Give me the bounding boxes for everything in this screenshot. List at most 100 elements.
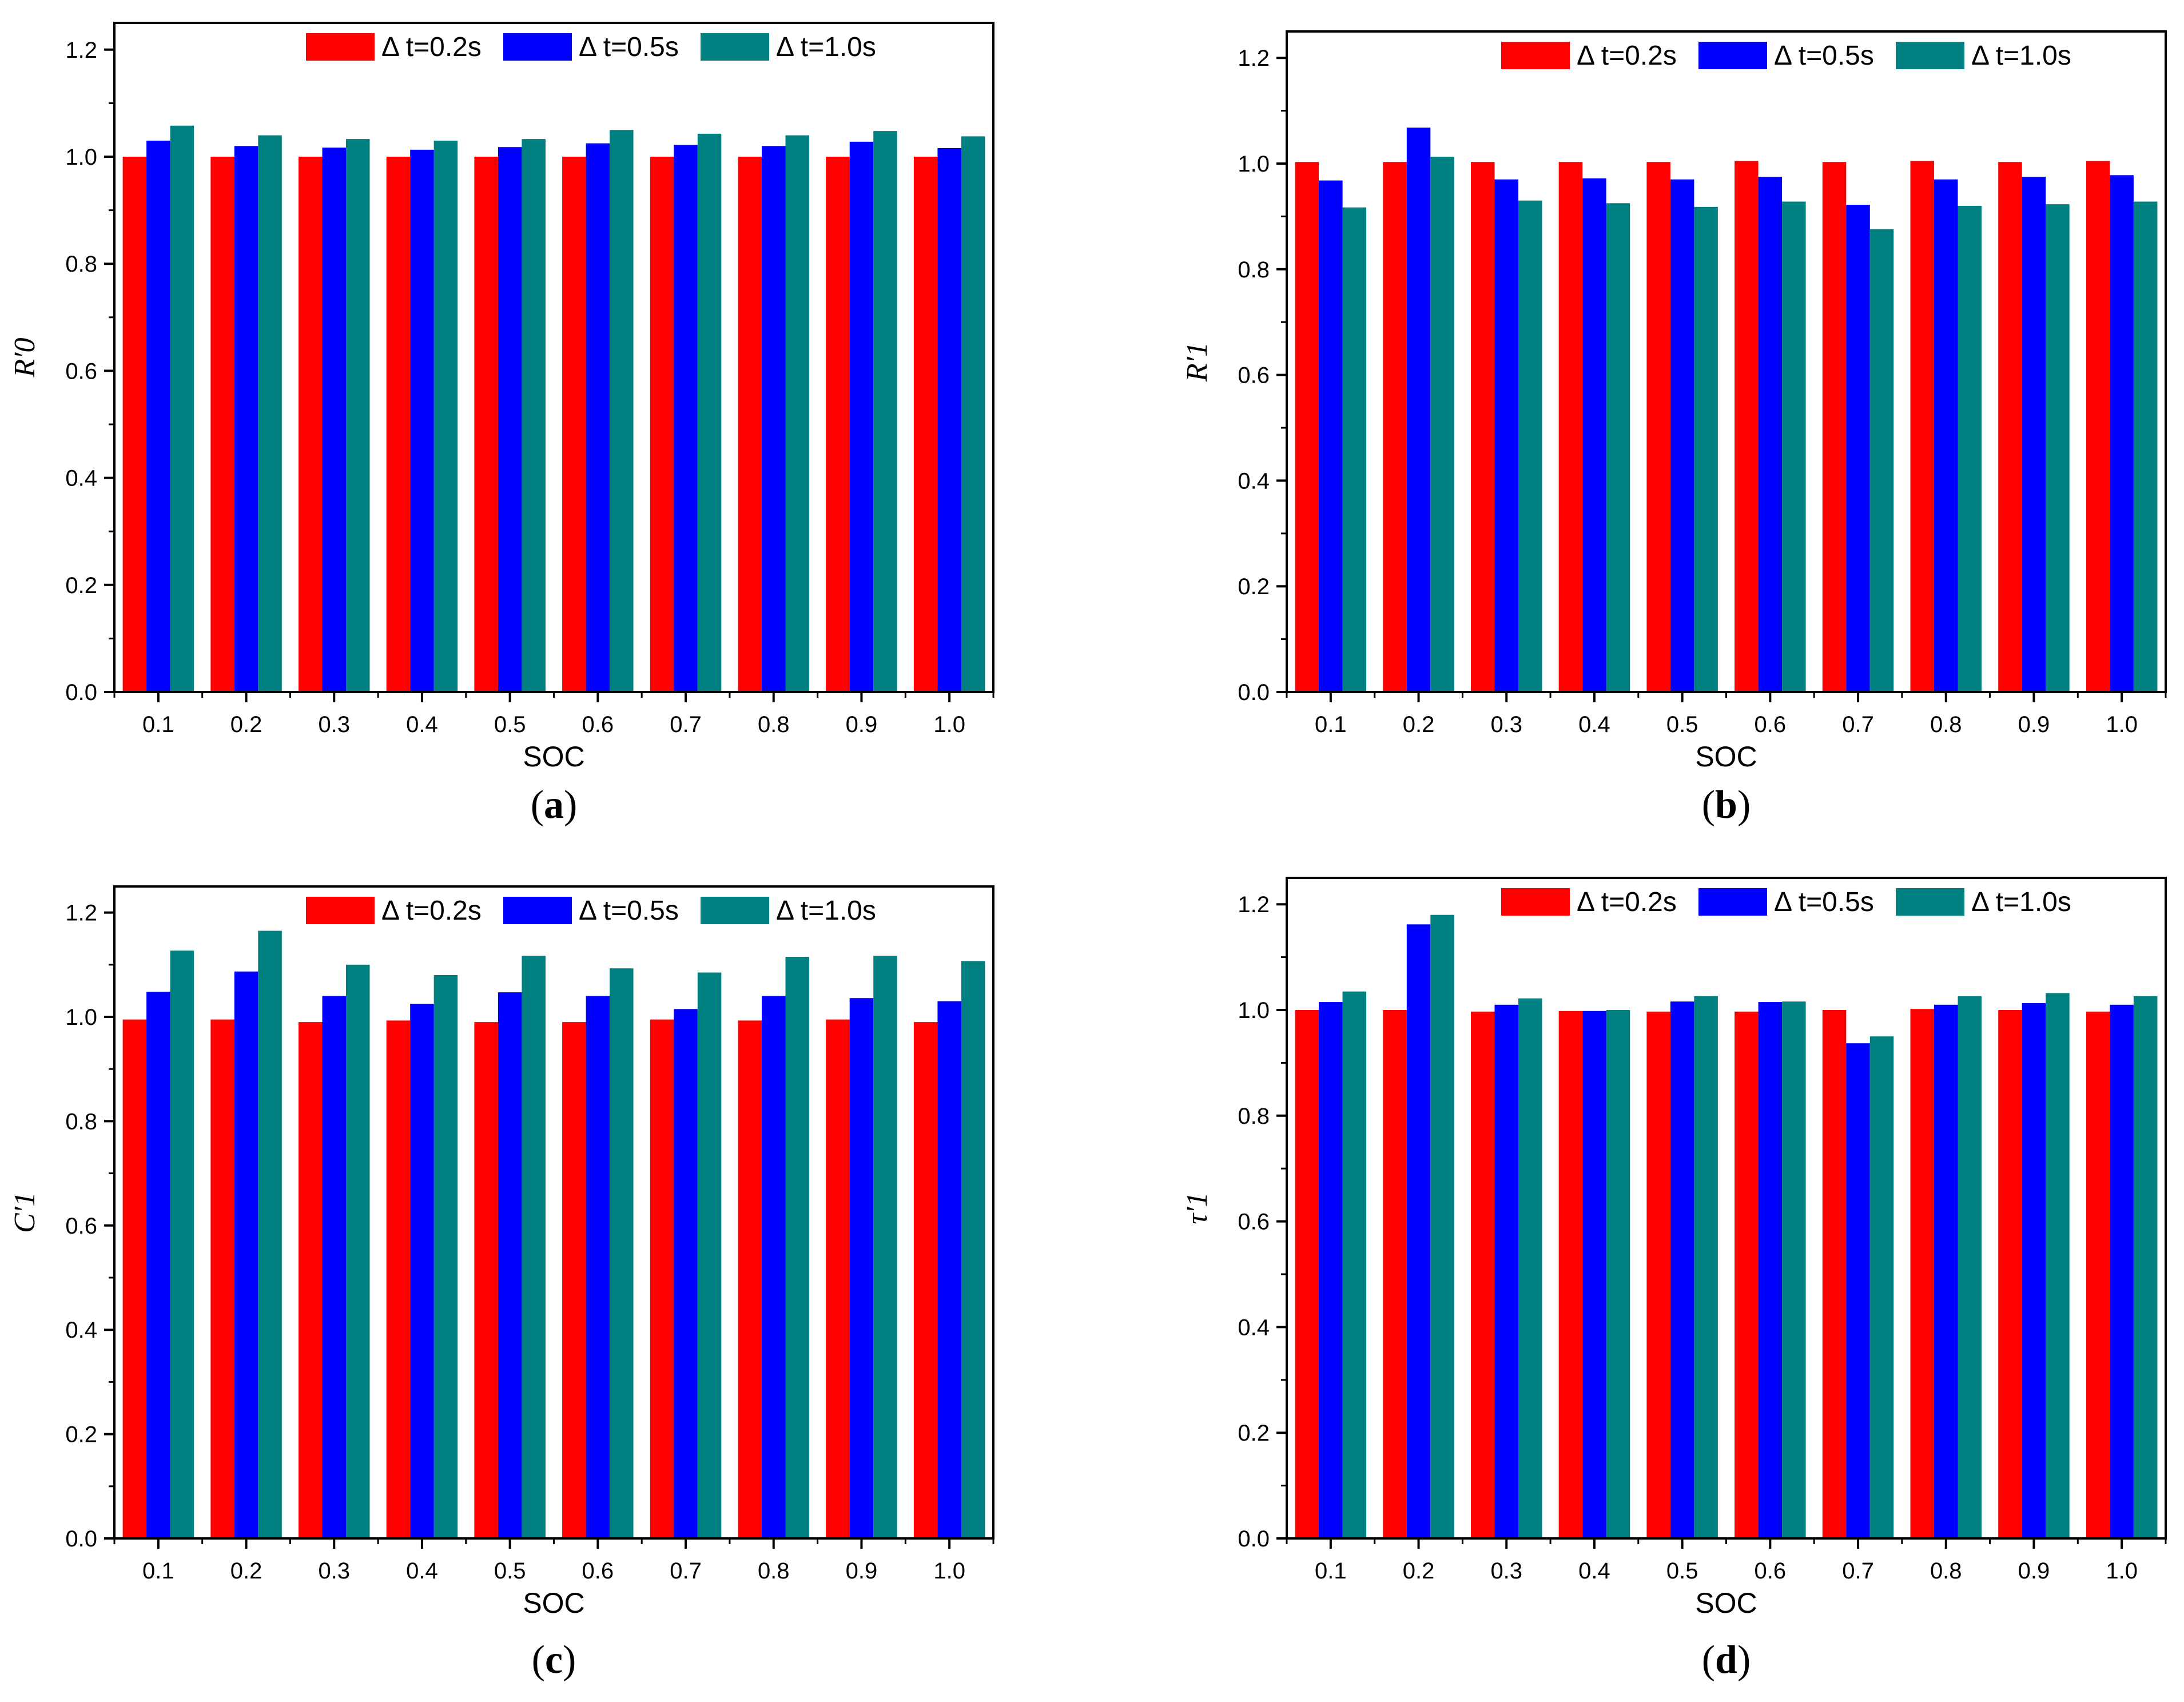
x-tick-label: 0.8 xyxy=(1930,1558,1962,1584)
bar xyxy=(1822,1010,1847,1538)
bar xyxy=(258,135,282,693)
bar xyxy=(697,133,722,693)
panel-label-letter: d xyxy=(1715,1638,1737,1682)
legend: Δ t=0.2s Δ t=0.5s Δ t=1.0s xyxy=(1501,41,2071,71)
bar xyxy=(1606,1010,1630,1538)
y-axis-title: R′0 xyxy=(9,337,41,377)
bar xyxy=(762,996,786,1538)
bar xyxy=(1471,162,1495,692)
x-tick-label: 1.0 xyxy=(2106,712,2138,737)
bar xyxy=(1582,1011,1606,1538)
x-tick-label: 0.1 xyxy=(1315,1558,1347,1584)
x-tick-label: 0.1 xyxy=(1315,712,1347,737)
legend-label: Δ t=0.2s xyxy=(1577,887,1677,917)
bar xyxy=(1606,203,1630,692)
bar xyxy=(2022,177,2046,693)
x-tick-label: 0.6 xyxy=(1755,1558,1787,1584)
bar xyxy=(410,149,434,692)
panel-label: (d) xyxy=(1702,1638,1751,1682)
bar xyxy=(961,136,985,692)
y-tick-label: 0.6 xyxy=(65,359,97,384)
series-3 xyxy=(170,930,985,1538)
x-tick-label: 0.7 xyxy=(670,1558,702,1584)
x-tick-label: 0.5 xyxy=(1666,1558,1698,1584)
bar xyxy=(386,1020,411,1538)
bar xyxy=(913,157,938,692)
bar xyxy=(762,146,786,693)
y-tick-label: 0.6 xyxy=(65,1214,97,1239)
bar xyxy=(1430,157,1454,692)
series-2 xyxy=(1319,128,2134,693)
bar xyxy=(1869,1036,1894,1538)
bar xyxy=(849,998,874,1538)
x-tick-label: 1.0 xyxy=(933,712,965,737)
bar xyxy=(1471,1011,1495,1538)
y-tick-label: 1.0 xyxy=(1238,152,1270,177)
y-tick-label: 1.0 xyxy=(1238,998,1270,1023)
bar xyxy=(1846,1043,1870,1538)
x-tick-label: 0.2 xyxy=(1403,1558,1435,1584)
bar xyxy=(1383,1010,1407,1538)
bar xyxy=(1670,1001,1694,1538)
bar xyxy=(674,145,698,692)
y-tick-label: 1.0 xyxy=(65,1005,97,1030)
series-1 xyxy=(122,157,938,692)
bar xyxy=(2046,993,2070,1538)
bar xyxy=(170,125,194,692)
bar xyxy=(2133,201,2158,692)
y-tick-label: 0.4 xyxy=(1238,1315,1270,1340)
x-axis-title: SOC xyxy=(1695,741,1757,773)
bar xyxy=(1910,1009,1934,1538)
bar xyxy=(234,971,258,1538)
y-tick-label: 0.8 xyxy=(65,1109,97,1134)
series-2 xyxy=(146,140,961,693)
y-tick-label: 0.4 xyxy=(65,466,97,491)
bar xyxy=(474,157,498,692)
legend-label: Δ t=1.0s xyxy=(776,32,876,62)
x-tick-label: 0.9 xyxy=(2018,1558,2050,1584)
x-tick-label: 0.1 xyxy=(142,712,174,737)
x-axis-title: SOC xyxy=(1695,1587,1757,1619)
panel-label: (c) xyxy=(532,1638,576,1682)
series-3 xyxy=(1342,914,2158,1538)
x-tick-label: 1.0 xyxy=(933,1558,965,1584)
chart-panel-d: 0.0 0.2 0.4 0.6 0.8 1.0 1.2 0.1 0.2 0.3 0.4 0.5 0.6 0… xyxy=(1181,877,2167,1682)
bar xyxy=(258,930,282,1538)
x-tick-label: 0.4 xyxy=(1578,712,1610,737)
x-tick-label: 0.4 xyxy=(1578,1558,1610,1584)
bar xyxy=(1582,178,1606,692)
bar xyxy=(1934,179,1958,692)
series-3 xyxy=(170,125,985,693)
bar xyxy=(1670,179,1694,692)
x-tick-label: 0.5 xyxy=(494,1558,526,1584)
legend-label: Δ t=0.2s xyxy=(381,32,482,62)
bar xyxy=(346,964,370,1538)
y-tick-label: 0.0 xyxy=(65,680,97,705)
y-axis-title: R′1 xyxy=(1181,342,1214,382)
bar xyxy=(2086,1011,2110,1538)
legend-swatch xyxy=(1896,888,1964,916)
bar xyxy=(1758,1002,1783,1538)
panel-label-letter: a xyxy=(544,783,564,827)
x-tick-label: 0.4 xyxy=(406,1558,438,1584)
legend-label: Δ t=1.0s xyxy=(776,896,876,926)
bar xyxy=(522,956,546,1538)
panel-label-open: ( xyxy=(532,1638,545,1682)
y-tick-label: 0.8 xyxy=(1238,257,1270,283)
y-tick-label: 1.0 xyxy=(65,145,97,170)
bar xyxy=(650,157,674,692)
chart-panel-c: 0.0 0.2 0.4 0.6 0.8 1.0 1.2 0.1 0.2 0.3 0.4 0.5 0.6 0… xyxy=(9,885,994,1682)
bar xyxy=(1782,1001,1806,1538)
bar xyxy=(1383,162,1407,692)
legend-label: Δ t=0.2s xyxy=(1577,41,1677,71)
bar xyxy=(1430,914,1454,1538)
y-tick-label: 0.0 xyxy=(1238,680,1270,705)
bar xyxy=(299,157,323,692)
bar xyxy=(849,141,874,693)
bar xyxy=(1646,162,1670,692)
bar xyxy=(1822,162,1847,692)
bar xyxy=(961,961,985,1538)
bar xyxy=(122,157,147,692)
x-tick-label: 0.9 xyxy=(2018,712,2050,737)
